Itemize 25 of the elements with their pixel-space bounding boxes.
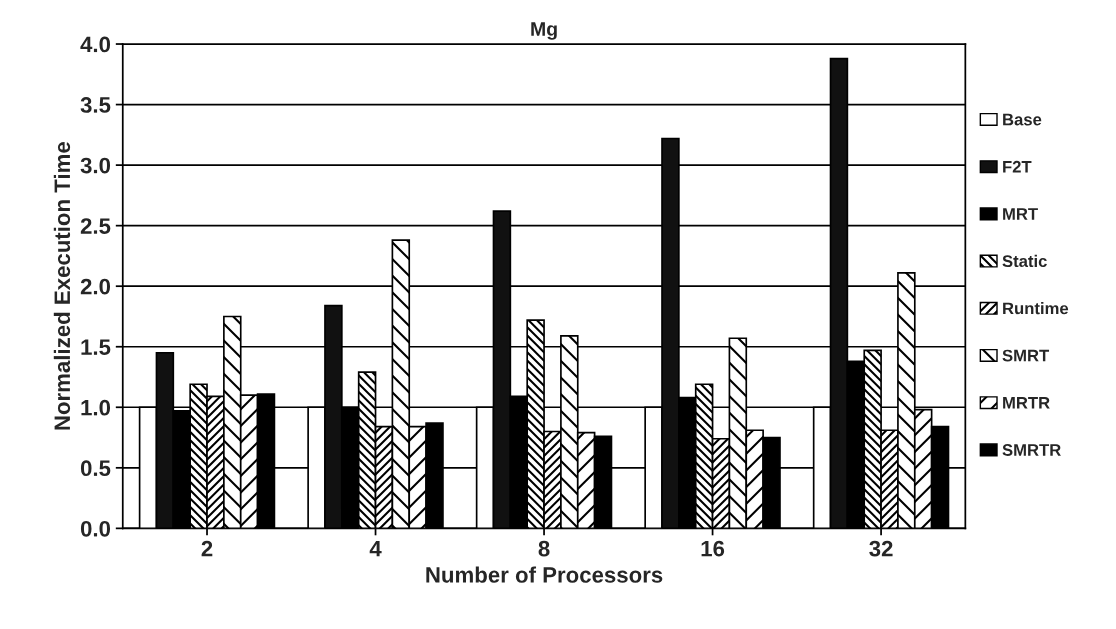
legend-label: SMRT: [1002, 349, 1050, 362]
legend-label: Base: [1003, 113, 1042, 126]
x-tick-label: 4: [369, 540, 382, 557]
legend-label: MRT: [1003, 208, 1038, 220]
legend-label: MRTR: [1003, 397, 1050, 409]
chart-title: Mg: [531, 22, 557, 40]
y-tick-label: 2.0: [80, 278, 111, 295]
y-tick-label: 4.0: [80, 36, 111, 53]
y-tick-label: 0.0: [80, 520, 111, 537]
y-tick-label: 3.5: [80, 97, 111, 113]
legend-label: Static: [1002, 254, 1047, 268]
y-tick-label: 3.0: [80, 157, 111, 174]
y-axis-title: Normalized Execution Time: [53, 142, 71, 430]
y-tick-label: 2.5: [80, 218, 111, 234]
x-tick-label: 8: [538, 540, 550, 557]
x-tick-label: 32: [869, 540, 893, 557]
legend-label: Runtime: [1003, 302, 1069, 315]
x-axis-title: Number of Processors: [426, 566, 663, 583]
x-tick-label: 2: [201, 540, 213, 557]
x-tick-label: 16: [701, 540, 725, 557]
y-tick-label: 1.5: [81, 339, 111, 356]
y-tick-label: 0.5: [80, 460, 111, 477]
y-tick-label: 1.0: [81, 399, 111, 416]
legend-label: F2T: [1003, 160, 1032, 173]
legend-label: SMRTR: [1002, 444, 1061, 456]
